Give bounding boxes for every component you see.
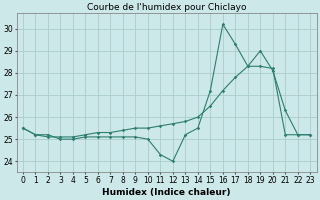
X-axis label: Humidex (Indice chaleur): Humidex (Indice chaleur)	[102, 188, 231, 197]
Title: Courbe de l'humidex pour Chiclayo: Courbe de l'humidex pour Chiclayo	[87, 3, 246, 12]
